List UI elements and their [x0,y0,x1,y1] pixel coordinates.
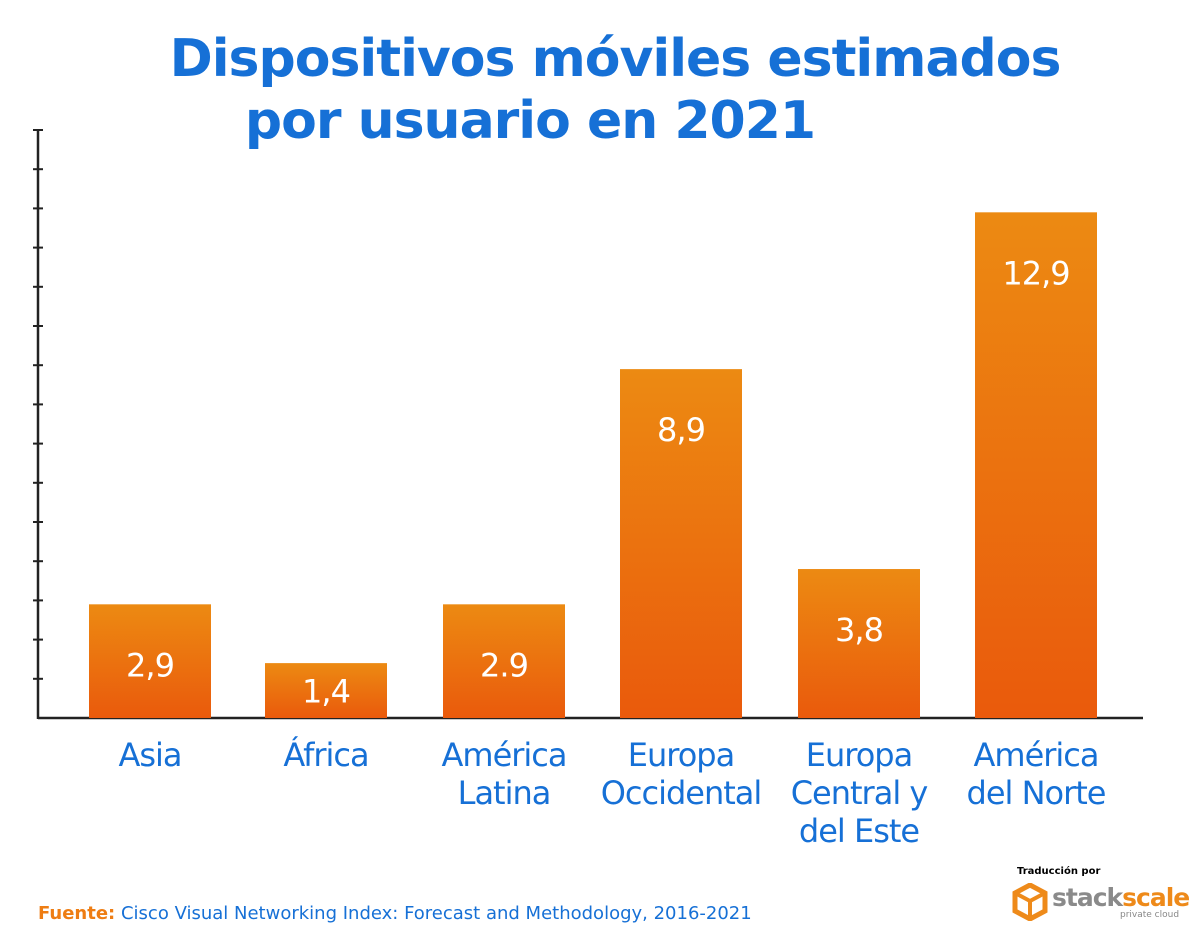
bar [798,569,920,718]
data-label: 8,9 [657,411,705,449]
x-tick-label-line: América [441,736,568,774]
title-line-2: por usuario en 2021 [244,91,816,151]
x-tick-label-line: Occidental [600,774,763,812]
data-label: 1,4 [302,673,350,711]
bar [443,604,565,718]
x-tick-label: América del Norte [936,736,1136,812]
x-tick-label-line: Europa [627,736,735,774]
x-tick-label: África [226,736,426,774]
bar [265,663,387,718]
bar [89,604,211,718]
title-line-1: Dispositivos móviles estimados [169,29,1062,89]
data-label: 2,9 [126,646,174,684]
stackscale-logo: stackscale private cloud [1012,883,1190,923]
data-label: 12,9 [1002,254,1069,292]
x-tick-label-line: Latina [457,774,552,812]
logo-subtext: private cloud [1120,910,1180,920]
x-tick-label-line: del Norte [966,774,1107,812]
data-label: 3,8 [835,611,883,649]
chart-title: Dispositivos móviles estimados por usuar… [0,28,1200,152]
x-tick-label-line: Europa [805,736,913,774]
credit-label: Traducción por [1017,866,1101,877]
x-tick-label: Europa Occidental [581,736,781,812]
logo-text-stack: stack [1052,883,1123,912]
x-tick-label-line: Central y [790,774,929,812]
source-text: Cisco Visual Networking Index: Forecast … [120,903,752,924]
x-tick-label-line: Asia [118,736,182,774]
cube-icon [1012,883,1048,921]
logo-text-scale: scale [1122,883,1190,912]
bar [975,212,1097,718]
x-tick-label: Asia [50,736,250,774]
source-note: Fuente: Cisco Visual Networking Index: F… [38,903,752,924]
x-tick-label-line: América [973,736,1100,774]
x-tick-label-line: del Este [798,812,920,850]
bar [620,369,742,718]
source-label: Fuente: [38,903,116,924]
x-tick-label-line: África [283,736,369,774]
x-tick-label: América Latina [404,736,604,812]
data-label: 2.9 [480,646,528,684]
x-tick-label: Europa Central y del Este [759,736,959,850]
